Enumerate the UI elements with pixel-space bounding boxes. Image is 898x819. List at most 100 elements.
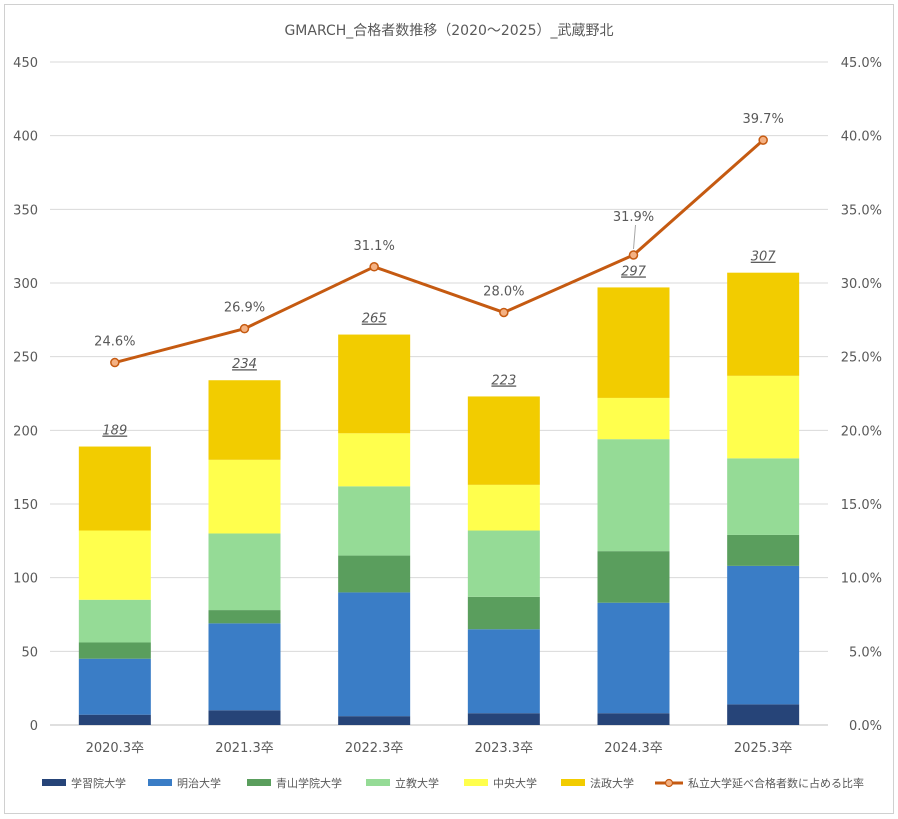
- bar-segment: [727, 458, 800, 535]
- bar-segment: [597, 713, 670, 725]
- legend-label: 中央大学: [493, 776, 537, 790]
- bar-segment: [727, 704, 800, 725]
- bar-segment: [208, 623, 281, 711]
- legend: 学習院大学 明治大学 青山学院大学 立教大学 中央大学 法政大学 私立大学延べ合格者数に占め…: [42, 776, 864, 790]
- bar-segment: [467, 396, 540, 485]
- ratio-point: [110, 357, 120, 368]
- ratio-label: 28.0%: [483, 284, 524, 299]
- bar-segment: [78, 714, 151, 725]
- x-tick-label: 2024.3卒: [604, 741, 663, 756]
- bar-segment: [467, 713, 540, 725]
- x-tick-label: 2022.3卒: [345, 741, 404, 756]
- ratio-point: [239, 323, 250, 334]
- y2-tick-label: 40.0%: [841, 130, 882, 145]
- ratio-point: [369, 262, 379, 272]
- y2-tick-label: 30.0%: [841, 277, 882, 292]
- y2-tick-label: 15.0%: [841, 498, 882, 513]
- y2-tick-label: 25.0%: [841, 351, 882, 366]
- ratio-point: [758, 135, 768, 145]
- bars: [78, 272, 800, 725]
- chart-title: GMARCH_合格者数推移（2020～2025）_武蔵野北: [284, 23, 613, 39]
- x-axis: 2020.3卒 2021.3卒 2022.3卒 2023.3卒 2024.3卒 2025.…: [86, 741, 793, 756]
- bar-segment: [727, 272, 800, 376]
- total-label: 234: [232, 357, 257, 372]
- legend-label: 立教大学: [395, 776, 439, 790]
- y2-axis: 0.0% 5.0% 10.0% 15.0% 20.0% 25.0% 30.0% 35.0% 40…: [841, 56, 882, 734]
- legend-swatch: [148, 779, 172, 786]
- bar-segment: [727, 534, 800, 566]
- bar-segment: [78, 642, 151, 659]
- legend-line-marker: [664, 778, 674, 788]
- bar-segment: [208, 610, 281, 624]
- bar-segment: [338, 433, 411, 487]
- bar-segment: [467, 484, 540, 531]
- bar-segment: [597, 602, 670, 714]
- legend-label: 明治大学: [177, 776, 221, 790]
- legend-swatch: [561, 779, 585, 786]
- bar-segment: [597, 397, 670, 440]
- y2-tick-label: 35.0%: [841, 203, 882, 218]
- y-tick-label: 250: [13, 351, 38, 366]
- bar-segment: [338, 486, 411, 556]
- gridlines: [50, 61, 828, 726]
- y2-tick-label: 10.0%: [841, 572, 882, 587]
- y2-tick-label: 5.0%: [849, 645, 882, 660]
- ratio-line-path: [114, 138, 765, 365]
- y2-tick-label: 0.0%: [849, 719, 882, 734]
- y-tick-label: 450: [13, 56, 38, 71]
- bar-segment: [78, 599, 151, 643]
- y-tick-label: 100: [13, 572, 38, 587]
- bar-segment: [467, 530, 540, 597]
- bar-segment: [597, 439, 670, 552]
- total-label: 189: [102, 424, 127, 439]
- ratio-label: 31.1%: [354, 239, 395, 254]
- bar-segment: [78, 530, 151, 600]
- ratio-point: [628, 250, 639, 260]
- y-axis: 0 50 100 150 200 250 300 350 400 450: [13, 56, 38, 734]
- bar-segment: [208, 380, 281, 460]
- legend-label: 法政大学: [590, 776, 634, 790]
- x-tick-label: 2021.3卒: [215, 741, 274, 756]
- y-tick-label: 50: [21, 645, 38, 660]
- bar-segment: [338, 555, 411, 593]
- legend-label: 私立大学延べ合格者数に占める比率: [688, 776, 864, 790]
- ratio-line: 24.6% 26.9% 31.1% 28.0% 31.9% 39.7%: [94, 112, 784, 368]
- bar-segment: [597, 551, 670, 603]
- total-label: 223: [491, 373, 516, 388]
- bar-segment: [78, 658, 151, 715]
- x-tick-label: 2020.3卒: [86, 741, 145, 756]
- legend-swatch: [42, 779, 66, 786]
- ratio-point: [499, 307, 509, 318]
- bar-segment: [727, 565, 800, 705]
- bar-segment: [467, 596, 540, 630]
- legend-swatch: [247, 779, 271, 786]
- ratio-label: 24.6%: [94, 335, 135, 350]
- bar-segment: [338, 334, 411, 434]
- total-label: 265: [362, 312, 387, 327]
- bar-segment: [338, 592, 411, 717]
- ratio-label: 26.9%: [224, 301, 265, 316]
- label-leader: [633, 224, 636, 250]
- total-label: 297: [621, 264, 647, 279]
- bar-segment: [78, 446, 151, 531]
- total-labels: 189 234 265 223 297 307: [102, 250, 776, 439]
- ratio-label: 39.7%: [743, 112, 784, 127]
- bar-segment: [597, 287, 670, 398]
- y-tick-label: 400: [13, 130, 38, 145]
- bar-segment: [208, 459, 281, 534]
- bar-segment: [208, 533, 281, 611]
- legend-label: 学習院大学: [71, 776, 126, 790]
- bar-segment: [467, 629, 540, 714]
- y-tick-label: 350: [13, 203, 38, 218]
- x-tick-label: 2025.3卒: [734, 741, 793, 756]
- y2-tick-label: 20.0%: [841, 424, 882, 439]
- legend-swatch: [464, 779, 488, 786]
- legend-label: 青山学院大学: [276, 776, 342, 790]
- bar-segment: [727, 375, 800, 459]
- y-tick-label: 300: [13, 277, 38, 292]
- x-tick-label: 2023.3卒: [475, 741, 534, 756]
- y2-tick-label: 45.0%: [841, 56, 882, 71]
- y-tick-label: 0: [30, 719, 38, 734]
- total-label: 307: [751, 250, 777, 265]
